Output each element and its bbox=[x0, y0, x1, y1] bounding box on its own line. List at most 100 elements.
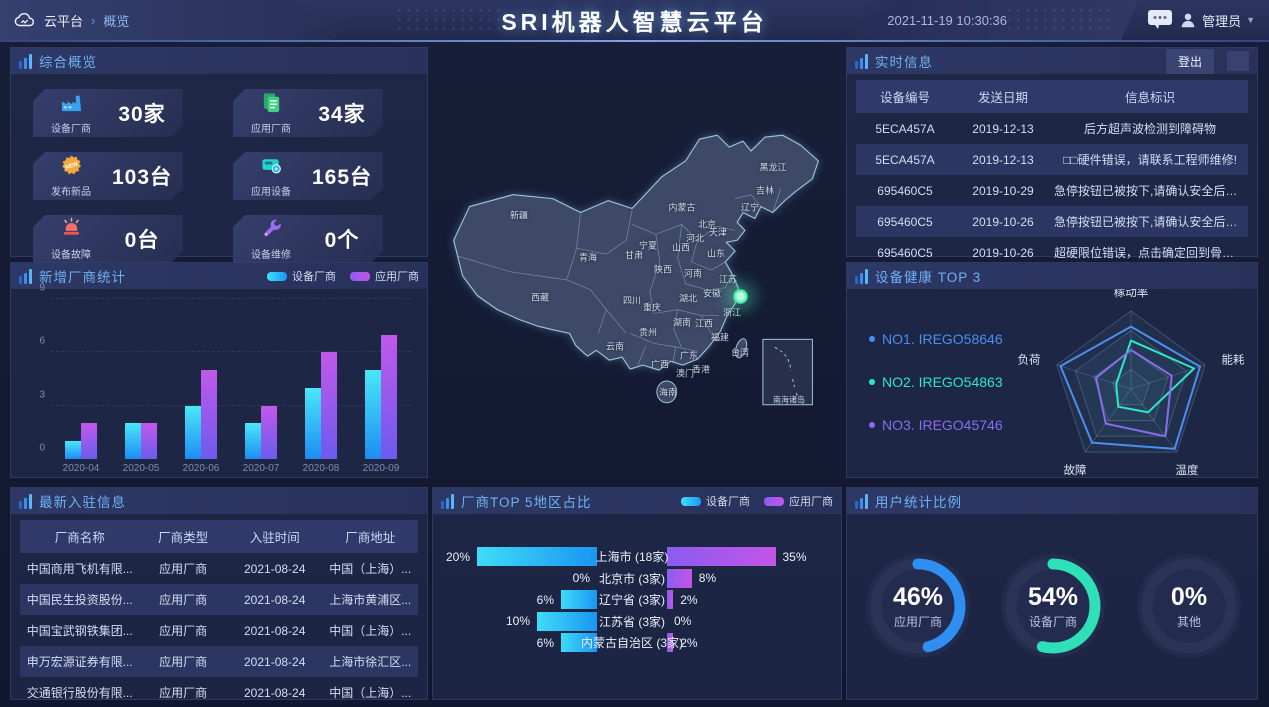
province-label-天津[interactable]: 天津 bbox=[708, 227, 728, 238]
donut-gauge-其他: 0% 其他 bbox=[1134, 551, 1244, 661]
y-axis-tick: 0 bbox=[39, 442, 45, 454]
province-label-河北[interactable]: 河北 bbox=[685, 233, 705, 244]
panel-overview: 综合概览 设备厂商 30家 应用厂商 34家 NEW 发布新品 103台 应用设备 165台 设备… bbox=[10, 47, 428, 257]
bar-应用厂商-北京市 (3家)[interactable] bbox=[667, 568, 692, 588]
province-label-云南[interactable]: 云南 bbox=[605, 341, 625, 352]
province-label-青海[interactable]: 青海 bbox=[578, 252, 598, 263]
bar-应用厂商-2020-05[interactable] bbox=[141, 423, 157, 459]
china-map: 新疆西藏 青海 甘肃 宁夏 内蒙古 黑龙江吉林辽宁北京 天津 河北 山西山东陕西 河南江苏四川 重庆… bbox=[430, 50, 850, 486]
province-label-北京[interactable]: 北京 bbox=[697, 219, 717, 230]
breadcrumb-separator: › bbox=[91, 12, 96, 28]
new-product-icon: NEW bbox=[60, 154, 83, 182]
stat-card-4: 应用设备 165台 bbox=[233, 152, 383, 200]
province-label-浙江[interactable]: 浙江 bbox=[722, 307, 742, 318]
column-header: 厂商类型 bbox=[139, 520, 227, 553]
province-label-香港[interactable]: 香港 bbox=[691, 364, 711, 375]
panel-corner-button[interactable] bbox=[1227, 51, 1249, 71]
province-label-河南[interactable]: 河南 bbox=[683, 268, 703, 279]
province-label-甘肃[interactable]: 甘肃 bbox=[624, 250, 644, 261]
province-label-广西[interactable]: 广西 bbox=[650, 359, 670, 370]
table-row: 695460C5 2019-10-26 急停按钮已被按下,请确认安全后旋起! bbox=[856, 206, 1248, 237]
province-label-重庆[interactable]: 重庆 bbox=[642, 302, 662, 313]
bar-设备厂商-2020-09[interactable] bbox=[365, 370, 381, 459]
province-label-山西[interactable]: 山西 bbox=[671, 242, 691, 253]
radar-series-NO2. IREGO54863[interactable] bbox=[1115, 339, 1196, 414]
radar-legend-item[interactable]: NO1. IREGO58646 bbox=[869, 331, 1003, 347]
province-label-吉林[interactable]: 吉林 bbox=[755, 185, 775, 196]
province-label-湖北[interactable]: 湖北 bbox=[678, 293, 698, 304]
legend-item[interactable]: 设备厂商 bbox=[267, 268, 336, 284]
province-label-澳门[interactable]: 澳门 bbox=[675, 368, 695, 379]
bar-设备厂商-2020-06[interactable] bbox=[185, 405, 201, 459]
province-label-福建[interactable]: 福建 bbox=[710, 332, 730, 343]
repair-icon bbox=[260, 217, 283, 245]
bar-设备厂商-内蒙古自治区 (3家)[interactable] bbox=[561, 633, 597, 653]
province-label-宁夏[interactable]: 宁夏 bbox=[638, 240, 658, 251]
province-label-新疆[interactable]: 新疆 bbox=[509, 210, 529, 221]
radar-axis-label: 稼动率 bbox=[1114, 289, 1149, 299]
bar-应用厂商-辽宁省 (3家)[interactable] bbox=[667, 590, 674, 610]
breadcrumb-root[interactable]: 云平台 bbox=[44, 13, 84, 29]
bar-设备厂商-2020-05[interactable] bbox=[125, 423, 141, 459]
radar-series-NO3. IREGO45746[interactable] bbox=[1095, 349, 1173, 438]
province-label-陕西[interactable]: 陕西 bbox=[653, 264, 673, 275]
bar-应用厂商-2020-07[interactable] bbox=[261, 405, 277, 459]
province-label-江西[interactable]: 江西 bbox=[694, 318, 714, 329]
category-label: 北京市 (3家) bbox=[598, 571, 665, 586]
bar-应用厂商-2020-04[interactable] bbox=[81, 423, 97, 459]
donut-percent: 46% bbox=[892, 582, 944, 611]
province-label-安徽[interactable]: 安徽 bbox=[702, 288, 722, 299]
bar-应用厂商-2020-06[interactable] bbox=[201, 370, 217, 459]
bar-应用厂商-2020-08[interactable] bbox=[321, 352, 337, 459]
bar-设备厂商-上海市 (18家)[interactable] bbox=[477, 547, 597, 567]
table-cell: 695460C5 bbox=[877, 214, 933, 229]
province-label-江苏[interactable]: 江苏 bbox=[718, 274, 738, 285]
message-icon[interactable] bbox=[1147, 9, 1173, 29]
province-label-广东[interactable]: 广东 bbox=[679, 350, 699, 361]
radar-series-NO1. IREGO58646[interactable] bbox=[1059, 325, 1201, 450]
header-datetime: 2021-11-19 10:30:36 bbox=[887, 12, 1007, 28]
province-label-辽宁[interactable]: 辽宁 bbox=[740, 202, 760, 213]
breadcrumb-current[interactable]: 概览 bbox=[103, 13, 130, 29]
legend-label: 设备厂商 bbox=[292, 271, 336, 283]
province-label-黑龙江[interactable]: 黑龙江 bbox=[759, 162, 787, 173]
province-label-湖南[interactable]: 湖南 bbox=[672, 317, 692, 328]
legend-label: 应用厂商 bbox=[789, 496, 833, 508]
bar-应用厂商-2020-09[interactable] bbox=[381, 334, 397, 459]
bar-设备厂商-2020-08[interactable] bbox=[305, 387, 321, 459]
table-row: 交通银行股份有限... 应用厂商 2021-08-24 中国（上海）... bbox=[20, 677, 418, 707]
donut-gauge-应用厂商: 46% 应用厂商 bbox=[863, 551, 973, 661]
province-label-海南[interactable]: 海南 bbox=[658, 387, 678, 398]
logout-button[interactable]: 登出 bbox=[1165, 48, 1214, 74]
province-label-山东[interactable]: 山东 bbox=[706, 248, 726, 259]
radar-axis-label: 故障 bbox=[1064, 463, 1087, 477]
column-header: 信息标识 bbox=[1052, 80, 1248, 113]
bar-应用厂商-上海市 (18家)[interactable] bbox=[667, 547, 776, 567]
province-label-内蒙古[interactable]: 内蒙古 bbox=[668, 202, 696, 213]
latest-entries-table: 厂商名称 厂商类型 入驻时间 厂商地址 中国商用飞机有限... 应用厂商 2021-08-… bbox=[20, 520, 418, 707]
province-label-四川[interactable]: 四川 bbox=[622, 295, 642, 306]
stat-card-label: 设备故障 bbox=[51, 250, 91, 261]
bar-应用厂商-内蒙古自治区 (3家)[interactable] bbox=[667, 633, 674, 653]
overview-cards: 设备厂商 30家 应用厂商 34家 NEW 发布新品 103台 应用设备 165台 设备故障 0台设… bbox=[11, 74, 427, 263]
radar-legend-item[interactable]: NO2. IREGO54863 bbox=[869, 374, 1003, 390]
bar-设备厂商-2020-04[interactable] bbox=[65, 441, 81, 459]
stat-card-value: 103台 bbox=[111, 166, 173, 189]
x-axis-label: 2020-09 bbox=[362, 463, 400, 474]
province-label-西藏[interactable]: 西藏 bbox=[530, 292, 550, 303]
bar-设备厂商-2020-07[interactable] bbox=[245, 423, 261, 459]
legend-item[interactable]: 设备厂商 bbox=[681, 493, 750, 509]
x-axis-label: 2020-04 bbox=[62, 463, 100, 474]
legend-item[interactable]: 应用厂商 bbox=[764, 493, 833, 509]
donut-arc[interactable] bbox=[1005, 558, 1101, 654]
bar-group bbox=[231, 299, 291, 459]
province-label-台湾[interactable]: 台湾 bbox=[730, 347, 750, 358]
province-label-贵州[interactable]: 贵州 bbox=[638, 327, 658, 338]
bar-设备厂商-辽宁省 (3家)[interactable] bbox=[561, 590, 597, 610]
user-menu[interactable]: 管理员 ▼ bbox=[1179, 0, 1255, 40]
bar-设备厂商-江苏省 (3家)[interactable] bbox=[537, 611, 597, 631]
donut-arc[interactable] bbox=[870, 558, 966, 654]
radar-legend-item[interactable]: NO3. IREGO45746 bbox=[869, 417, 1003, 433]
legend-item[interactable]: 应用厂商 bbox=[350, 268, 419, 284]
